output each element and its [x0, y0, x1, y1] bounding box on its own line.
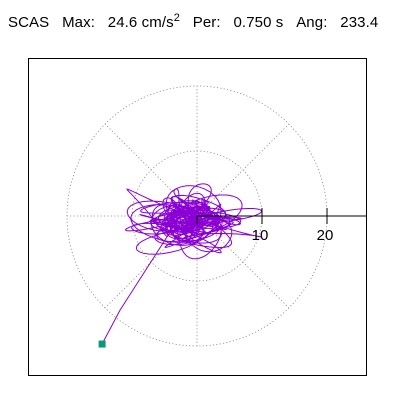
plot-frame — [28, 58, 367, 376]
grid-spoke — [196, 215, 290, 309]
max-value: 24.6 cm/s — [107, 14, 174, 31]
max-label: Max: — [62, 14, 95, 31]
period-value: 0.750 s — [233, 14, 284, 31]
plot-header: SCAS Max: 24.6 cm/s2 Per: 0.750 s Ang: 2… — [8, 12, 378, 31]
x-tick-label: 10 — [252, 227, 269, 244]
station-code: SCAS — [8, 14, 50, 31]
trace-endpoint-marker — [98, 340, 106, 348]
x-tick-label: 20 — [317, 227, 334, 244]
max-unit-exponent: 2 — [173, 12, 180, 24]
period-label: Per: — [192, 14, 221, 31]
grid-spoke — [196, 123, 290, 217]
angle-value: 233.4 — [340, 14, 379, 31]
grid-spoke — [104, 123, 198, 217]
axes: 10 20 — [196, 208, 366, 244]
angle-label: Ang: — [296, 14, 328, 31]
particle-motion-trace — [101, 183, 263, 345]
